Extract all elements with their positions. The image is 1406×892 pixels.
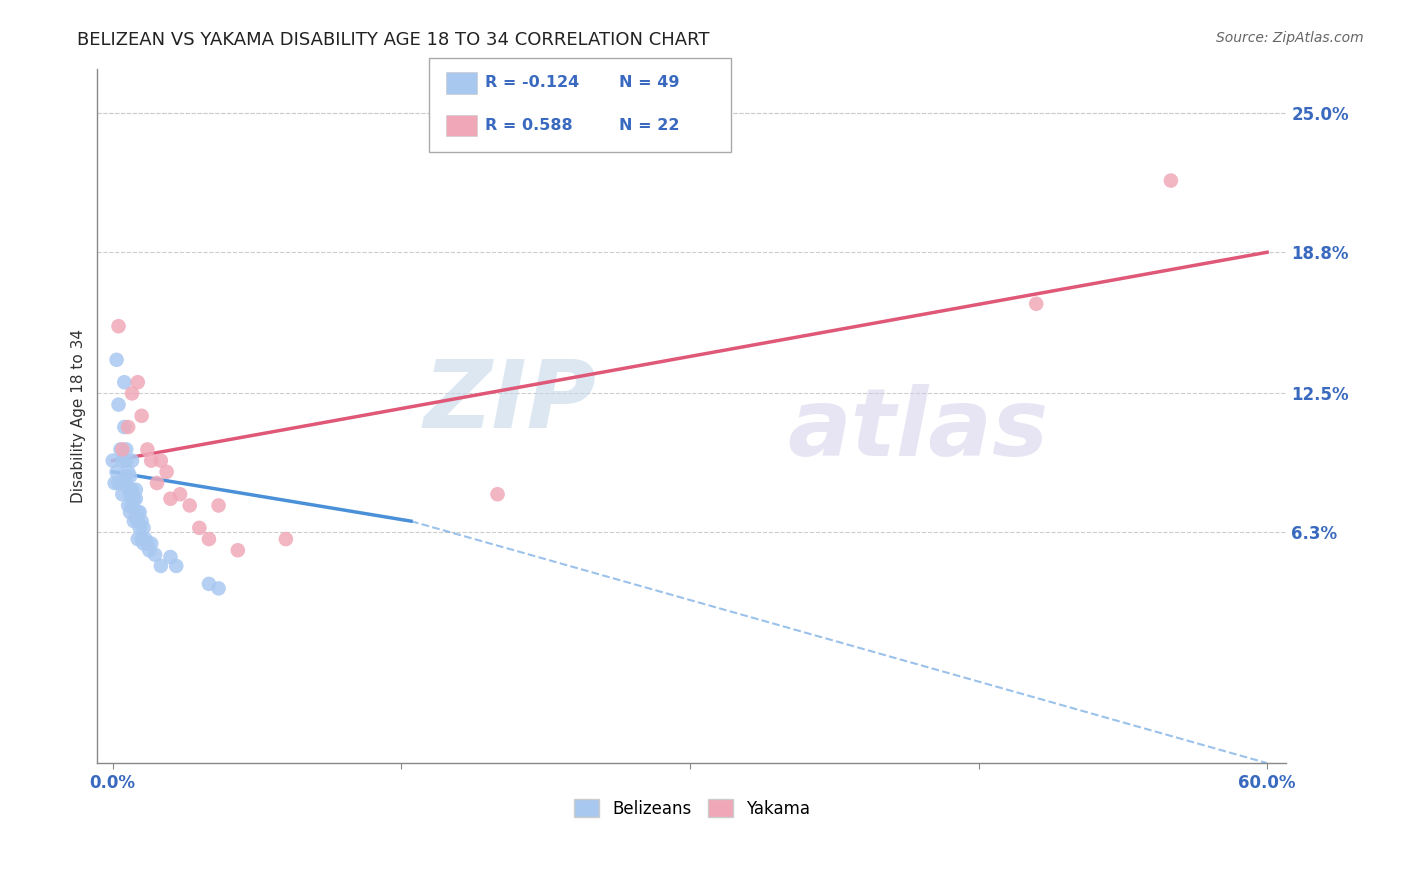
Point <box>274 532 297 546</box>
Point <box>132 521 155 535</box>
Point <box>122 491 145 506</box>
Point <box>107 398 129 412</box>
Point <box>121 386 143 401</box>
Point <box>141 453 163 467</box>
Point <box>112 375 135 389</box>
Point <box>125 491 148 506</box>
Point <box>188 521 211 535</box>
Point <box>146 476 169 491</box>
Point <box>120 487 142 501</box>
Point <box>165 558 187 573</box>
Point <box>117 481 139 495</box>
Point <box>127 532 149 546</box>
Point <box>486 487 509 501</box>
Point <box>149 453 172 467</box>
Point <box>169 487 191 501</box>
Text: BELIZEAN VS YAKAMA DISABILITY AGE 18 TO 34 CORRELATION CHART: BELIZEAN VS YAKAMA DISABILITY AGE 18 TO … <box>77 31 710 49</box>
Point <box>159 549 181 564</box>
Point <box>134 532 156 546</box>
Legend: Belizeans, Yakama: Belizeans, Yakama <box>567 793 817 824</box>
Point <box>115 469 138 483</box>
Point <box>156 465 179 479</box>
Text: N = 22: N = 22 <box>619 119 679 133</box>
Point <box>125 483 148 497</box>
Text: atlas: atlas <box>787 384 1049 475</box>
Point <box>105 352 128 367</box>
Point <box>101 453 124 467</box>
Point <box>128 521 150 535</box>
Point <box>110 442 132 457</box>
Point <box>128 505 150 519</box>
Text: ZIP: ZIP <box>423 356 596 448</box>
Point <box>136 536 159 550</box>
Text: Source: ZipAtlas.com: Source: ZipAtlas.com <box>1216 31 1364 45</box>
Point <box>110 476 132 491</box>
Point <box>132 536 155 550</box>
Point <box>125 509 148 524</box>
Point <box>136 442 159 457</box>
Point <box>198 577 221 591</box>
Point <box>131 409 153 423</box>
Point <box>122 514 145 528</box>
Point <box>131 514 153 528</box>
Point <box>117 499 139 513</box>
Point <box>105 465 128 479</box>
Point <box>104 476 127 491</box>
Point <box>115 442 138 457</box>
Point <box>107 319 129 334</box>
Point <box>107 476 129 491</box>
Point <box>149 558 172 573</box>
Point <box>121 499 143 513</box>
Point <box>226 543 249 558</box>
Point <box>112 420 135 434</box>
Point <box>141 536 163 550</box>
Text: N = 49: N = 49 <box>619 76 679 90</box>
Point <box>121 453 143 467</box>
Point <box>111 487 134 501</box>
Point <box>111 453 134 467</box>
Text: R = 0.588: R = 0.588 <box>485 119 572 133</box>
Point <box>117 465 139 479</box>
Point <box>138 543 160 558</box>
Point <box>179 499 201 513</box>
Point <box>120 469 142 483</box>
Point <box>131 532 153 546</box>
Point <box>112 476 135 491</box>
Point <box>1160 173 1182 187</box>
Point <box>117 420 139 434</box>
Point <box>207 582 229 596</box>
Point <box>127 505 149 519</box>
Text: R = -0.124: R = -0.124 <box>485 76 579 90</box>
Point <box>143 548 166 562</box>
Point <box>115 453 138 467</box>
Point <box>159 491 181 506</box>
Point <box>207 499 229 513</box>
Y-axis label: Disability Age 18 to 34: Disability Age 18 to 34 <box>72 329 86 503</box>
Point <box>198 532 221 546</box>
Point <box>1025 297 1047 311</box>
Point <box>127 375 149 389</box>
Point <box>127 514 149 528</box>
Point <box>120 505 142 519</box>
Point <box>111 442 134 457</box>
Point <box>121 483 143 497</box>
